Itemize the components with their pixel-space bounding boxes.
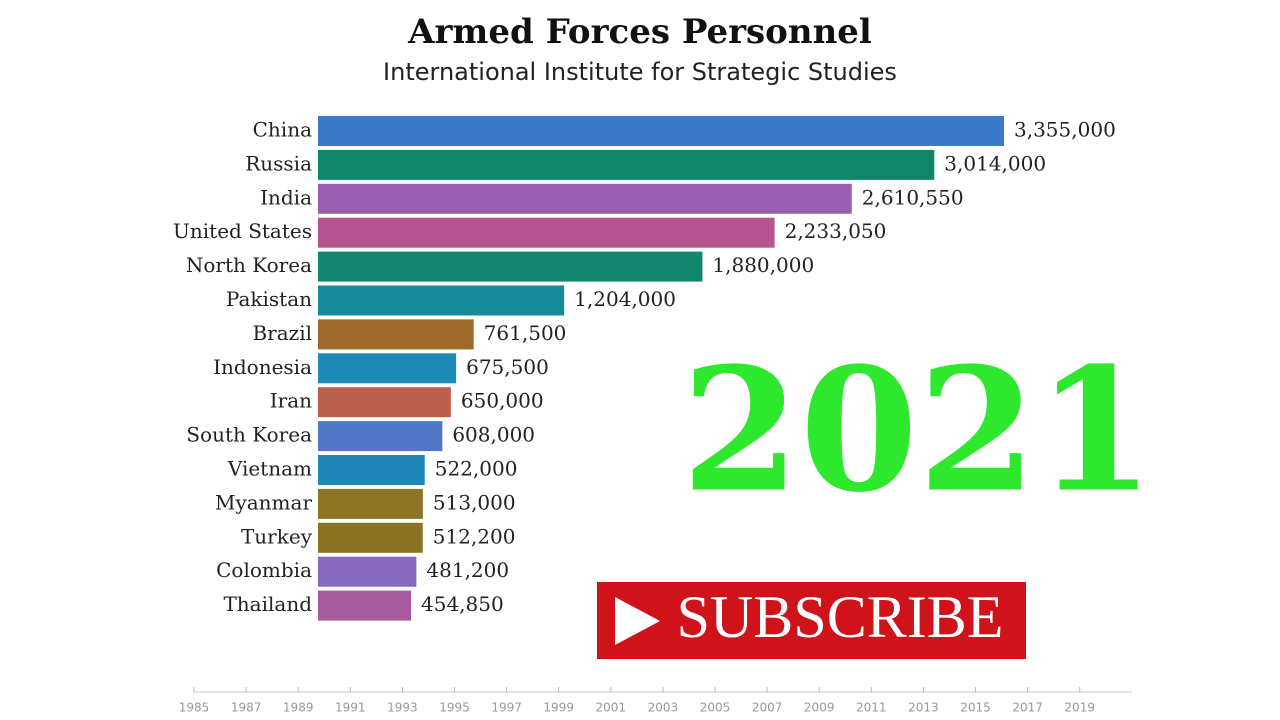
bar xyxy=(318,183,852,214)
category-label: South Korea xyxy=(186,423,312,447)
category-label: China xyxy=(253,118,312,142)
bar xyxy=(318,353,457,384)
timeline-label: 1991 xyxy=(335,701,366,715)
bar xyxy=(318,556,417,587)
timeline-label: 1987 xyxy=(231,701,262,715)
value-label: 3,014,000 xyxy=(944,151,1046,175)
value-label: 512,200 xyxy=(433,524,516,548)
timeline-label: 2007 xyxy=(752,701,783,715)
value-label: 522,000 xyxy=(435,457,518,481)
timeline-label: 2011 xyxy=(856,701,887,715)
value-label: 513,000 xyxy=(433,490,516,514)
category-label: United States xyxy=(173,219,312,243)
bar xyxy=(318,319,474,350)
chart-title: Armed Forces Personnel xyxy=(407,12,872,52)
bar xyxy=(318,522,423,553)
category-label: Myanmar xyxy=(215,490,312,514)
bar xyxy=(318,251,703,282)
timeline-label: 1985 xyxy=(179,701,210,715)
bar xyxy=(318,590,412,621)
timeline-label: 2005 xyxy=(700,701,731,715)
bar xyxy=(318,455,425,485)
category-label: Brazil xyxy=(252,321,312,345)
timeline-label: 2019 xyxy=(1064,701,1095,715)
timeline-label: 2015 xyxy=(960,701,991,715)
play-icon xyxy=(615,597,660,645)
timeline-label: 2017 xyxy=(1012,701,1043,715)
timeline-label: 2003 xyxy=(648,701,679,715)
value-label: 2,233,050 xyxy=(785,219,887,243)
value-label: 1,204,000 xyxy=(574,287,676,311)
button-bg xyxy=(597,582,1026,659)
button-text: SUBSCRIBE xyxy=(677,584,1004,650)
timeline-label: 1997 xyxy=(491,701,522,715)
value-label: 1,880,000 xyxy=(712,253,814,277)
timeline-label: 1993 xyxy=(387,701,418,715)
category-label: Indonesia xyxy=(213,355,312,379)
bar xyxy=(318,285,565,316)
timeline-label: 1989 xyxy=(283,701,314,715)
bar xyxy=(318,217,775,248)
timeline-label: 2009 xyxy=(804,701,835,715)
bar xyxy=(318,488,423,519)
value-label: 481,200 xyxy=(426,558,509,582)
bar xyxy=(318,116,1004,146)
chart-subtitle: International Institute for Strategic St… xyxy=(383,58,897,86)
timeline-label: 1999 xyxy=(543,701,574,715)
bar xyxy=(318,149,935,180)
value-label: 454,850 xyxy=(421,592,504,616)
bar xyxy=(318,421,443,452)
category-label: Colombia xyxy=(216,558,312,582)
category-label: Turkey xyxy=(241,524,313,548)
value-label: 650,000 xyxy=(461,389,544,413)
category-label: Pakistan xyxy=(226,287,312,311)
value-label: 761,500 xyxy=(484,321,567,345)
value-label: 675,500 xyxy=(466,355,549,379)
value-label: 608,000 xyxy=(452,423,535,447)
category-label: Iran xyxy=(270,389,312,413)
subscribe-button[interactable]: SUBSCRIBE xyxy=(597,582,1026,659)
year-label: 2021 xyxy=(681,331,1154,531)
timeline-label: 2001 xyxy=(596,701,627,715)
category-label: Thailand xyxy=(223,592,312,616)
category-label: India xyxy=(260,185,312,209)
bar xyxy=(318,387,451,418)
timeline-label: 2013 xyxy=(908,701,939,715)
value-label: 3,355,000 xyxy=(1014,118,1116,142)
timeline-label: 1995 xyxy=(439,701,470,715)
category-label: Russia xyxy=(245,151,312,175)
category-label: North Korea xyxy=(186,253,312,277)
value-label: 2,610,550 xyxy=(862,185,964,209)
category-label: Vietnam xyxy=(227,457,312,481)
